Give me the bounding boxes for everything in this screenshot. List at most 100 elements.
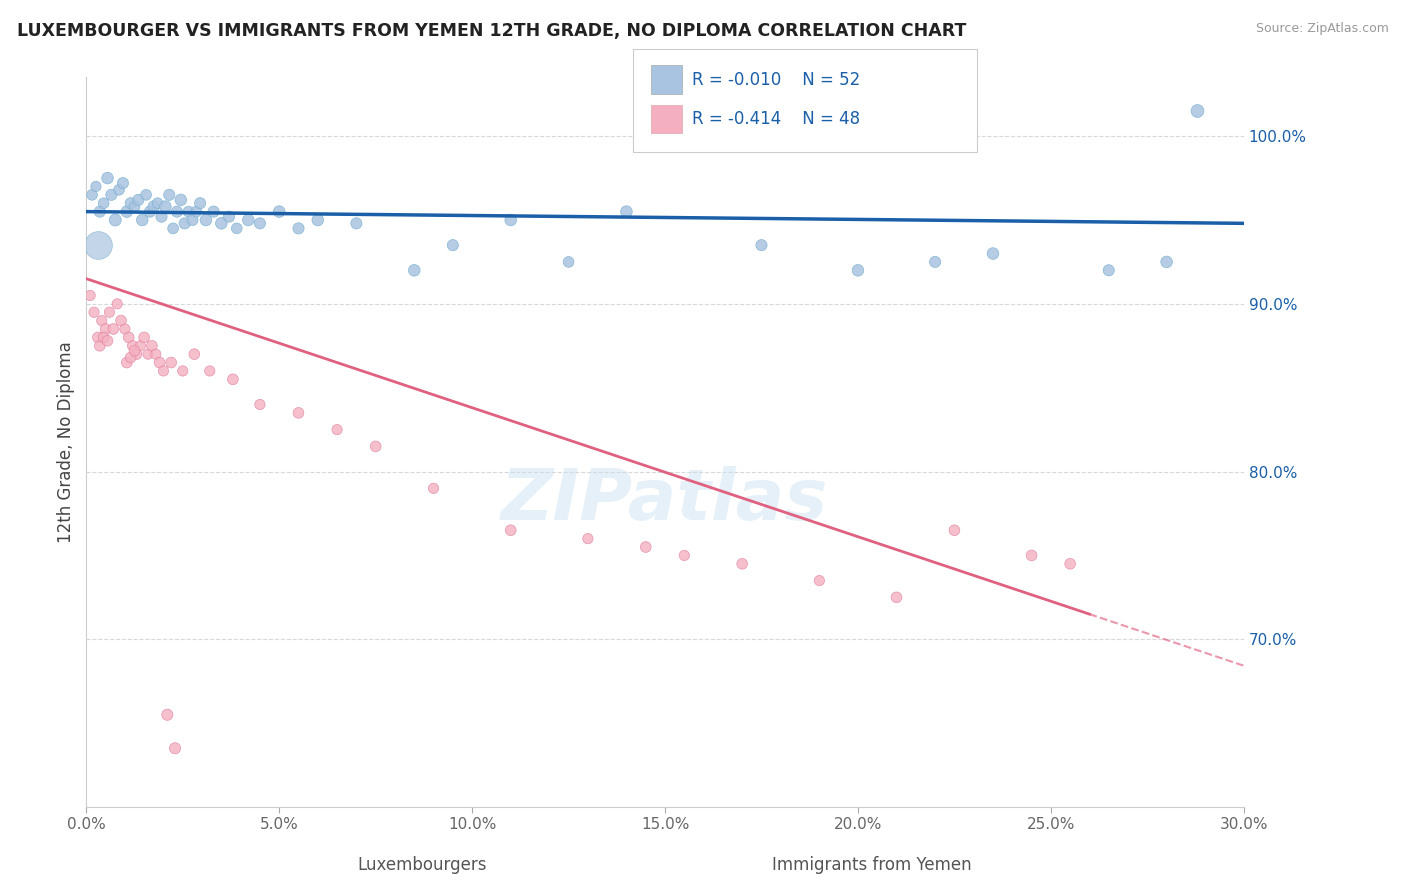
Point xyxy=(160,355,183,369)
Point xyxy=(287,406,309,420)
Point xyxy=(177,204,200,219)
Point xyxy=(673,549,696,563)
Point xyxy=(731,557,754,571)
Point xyxy=(576,532,599,546)
Point xyxy=(129,339,152,353)
Point xyxy=(104,213,127,227)
Point xyxy=(1187,103,1209,118)
Point xyxy=(114,322,136,336)
Point xyxy=(181,213,204,227)
Point xyxy=(89,339,111,353)
Point xyxy=(422,481,444,495)
Point xyxy=(157,187,180,202)
Point xyxy=(222,372,245,386)
Text: Source: ZipAtlas.com: Source: ZipAtlas.com xyxy=(1256,22,1389,36)
Point xyxy=(287,221,309,235)
Point xyxy=(89,204,111,219)
Point xyxy=(186,204,208,219)
Point xyxy=(124,200,146,214)
Point xyxy=(1098,263,1121,277)
Point xyxy=(127,193,149,207)
Point xyxy=(981,246,1004,260)
Point xyxy=(80,187,103,202)
Point xyxy=(125,347,148,361)
Point xyxy=(404,263,426,277)
Point xyxy=(149,355,172,369)
Point xyxy=(238,213,260,227)
Point xyxy=(98,305,121,319)
Point xyxy=(139,204,162,219)
Point xyxy=(152,364,174,378)
Point xyxy=(84,179,107,194)
Point xyxy=(146,196,169,211)
Point xyxy=(93,330,115,344)
Point xyxy=(103,322,125,336)
Point xyxy=(96,334,118,348)
Point xyxy=(135,187,157,202)
Point xyxy=(141,339,163,353)
Point xyxy=(93,196,115,211)
Point xyxy=(166,204,188,219)
Point xyxy=(202,204,225,219)
Point xyxy=(808,574,831,588)
Point xyxy=(105,297,128,311)
Point xyxy=(163,741,186,756)
Point xyxy=(441,238,464,252)
Point xyxy=(616,204,638,219)
Point xyxy=(115,204,138,219)
Point xyxy=(173,216,195,230)
Point xyxy=(124,343,146,358)
Point xyxy=(194,213,217,227)
Point xyxy=(121,339,143,353)
Point xyxy=(110,313,132,327)
Point xyxy=(943,523,966,537)
Point xyxy=(83,305,105,319)
Point xyxy=(145,347,167,361)
Point xyxy=(156,707,179,722)
Point xyxy=(183,347,205,361)
Point xyxy=(249,216,271,230)
Text: ZIPatlas: ZIPatlas xyxy=(502,467,828,535)
Point xyxy=(307,213,329,227)
Point xyxy=(499,523,522,537)
Point xyxy=(1059,557,1081,571)
Point xyxy=(120,351,142,365)
Text: Luxembourgers: Luxembourgers xyxy=(357,855,486,873)
Point xyxy=(1021,549,1043,563)
Y-axis label: 12th Grade, No Diploma: 12th Grade, No Diploma xyxy=(58,342,75,543)
Point xyxy=(188,196,211,211)
Point xyxy=(269,204,291,219)
Point xyxy=(364,439,387,453)
Point xyxy=(162,221,184,235)
Point xyxy=(170,193,193,207)
Point xyxy=(96,171,118,186)
Point xyxy=(87,238,110,252)
Point xyxy=(751,238,773,252)
Point xyxy=(131,213,153,227)
Point xyxy=(1156,255,1178,269)
Point xyxy=(249,397,271,411)
Text: R = -0.414    N = 48: R = -0.414 N = 48 xyxy=(692,110,860,128)
Point xyxy=(198,364,221,378)
Point xyxy=(326,423,349,437)
Text: Immigrants from Yemen: Immigrants from Yemen xyxy=(772,855,972,873)
Point xyxy=(115,355,138,369)
Point xyxy=(846,263,869,277)
Point xyxy=(344,216,367,230)
Point xyxy=(924,255,946,269)
Point xyxy=(172,364,194,378)
Point xyxy=(557,255,579,269)
Point xyxy=(136,347,159,361)
Point xyxy=(886,591,908,605)
Point xyxy=(225,221,247,235)
Point xyxy=(120,196,142,211)
Point xyxy=(94,322,117,336)
Text: LUXEMBOURGER VS IMMIGRANTS FROM YEMEN 12TH GRADE, NO DIPLOMA CORRELATION CHART: LUXEMBOURGER VS IMMIGRANTS FROM YEMEN 12… xyxy=(17,22,966,40)
Point xyxy=(90,313,112,327)
Point xyxy=(118,330,141,344)
Point xyxy=(499,213,522,227)
Point xyxy=(209,216,232,230)
Point xyxy=(87,330,110,344)
Point xyxy=(134,330,156,344)
Point xyxy=(100,187,122,202)
